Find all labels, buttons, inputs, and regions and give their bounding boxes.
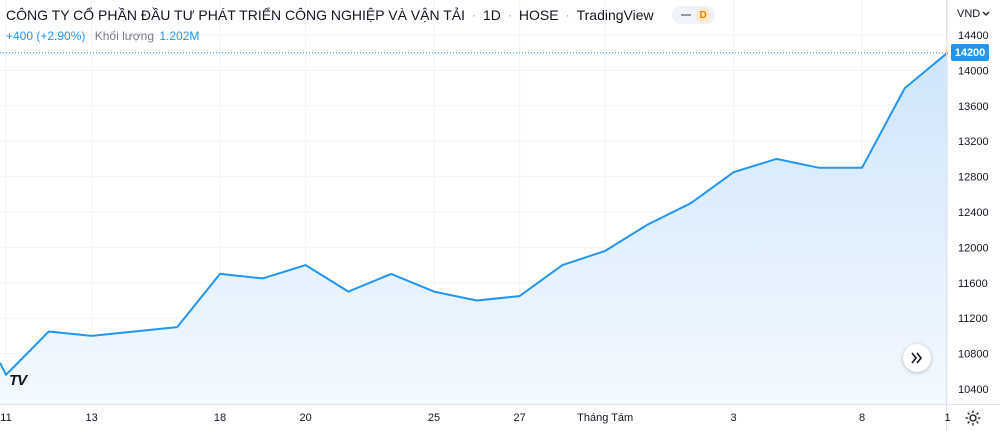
- y-tick-label: 11200: [958, 313, 988, 325]
- dash-icon: [680, 14, 691, 16]
- y-tick-label: 13600: [958, 101, 989, 113]
- y-tick-label: 11600: [958, 278, 988, 290]
- info-line: +400 (+2.90%) Khối lượng 1.202M: [6, 29, 715, 43]
- currency-selector[interactable]: VND: [957, 8, 990, 20]
- last-price-tag: 14200: [951, 44, 989, 61]
- source-label: TradingView: [576, 7, 654, 23]
- series-line: [0, 51, 949, 376]
- price-change: +400 (+2.90%): [6, 29, 86, 43]
- x-tick-label: Tháng Tám: [577, 412, 633, 424]
- separator-dot: ·: [565, 8, 570, 22]
- y-tick-label: 13200: [958, 136, 989, 148]
- y-tick-label: 12000: [958, 242, 989, 254]
- double-chevron-right-icon: [911, 352, 923, 364]
- chevron-down-icon: [982, 11, 990, 16]
- y-tick-label: 14400: [958, 30, 989, 42]
- chart-header: CÔNG TY CỔ PHẦN ĐẦU TƯ PHÁT TRIỂN CÔNG N…: [6, 6, 715, 43]
- y-tick-label: 10800: [958, 349, 989, 361]
- status-pill[interactable]: D: [671, 6, 715, 24]
- gear-icon: [965, 410, 981, 426]
- x-tick-label: 11: [0, 412, 11, 424]
- x-tick-label: 20: [299, 412, 311, 424]
- x-tick-label: 25: [428, 412, 440, 424]
- x-tick-label: 1: [945, 412, 951, 424]
- currency-label: VND: [957, 8, 981, 20]
- settings-button[interactable]: [962, 407, 984, 429]
- x-tick-label: 3: [731, 412, 737, 424]
- y-tick-label: 12400: [958, 207, 989, 219]
- x-tick-label: 8: [859, 412, 865, 424]
- series-area: [0, 52, 948, 404]
- tradingview-logo[interactable]: TV: [9, 372, 27, 389]
- x-tick-label: 18: [214, 412, 226, 424]
- x-tick-label: 13: [85, 412, 97, 424]
- separator-dot: ·: [472, 8, 477, 22]
- volume-label: Khối lượng: [94, 29, 155, 43]
- interval-label[interactable]: 1D: [483, 7, 501, 23]
- scroll-to-realtime-button[interactable]: [903, 344, 931, 372]
- separator-dot: ·: [507, 8, 512, 22]
- title-line: CÔNG TY CỔ PHẦN ĐẦU TƯ PHÁT TRIỂN CÔNG N…: [6, 6, 715, 24]
- y-tick-label: 14000: [958, 65, 989, 77]
- delay-badge: D: [695, 7, 711, 23]
- x-tick-label: 27: [513, 412, 525, 424]
- y-tick-label: 12800: [958, 172, 989, 184]
- y-tick-label: 10400: [958, 384, 989, 396]
- exchange-label: HOSE: [518, 7, 559, 23]
- company-name: CÔNG TY CỔ PHẦN ĐẦU TƯ PHÁT TRIỂN CÔNG N…: [6, 7, 466, 23]
- volume-value: 1.202M: [159, 29, 200, 43]
